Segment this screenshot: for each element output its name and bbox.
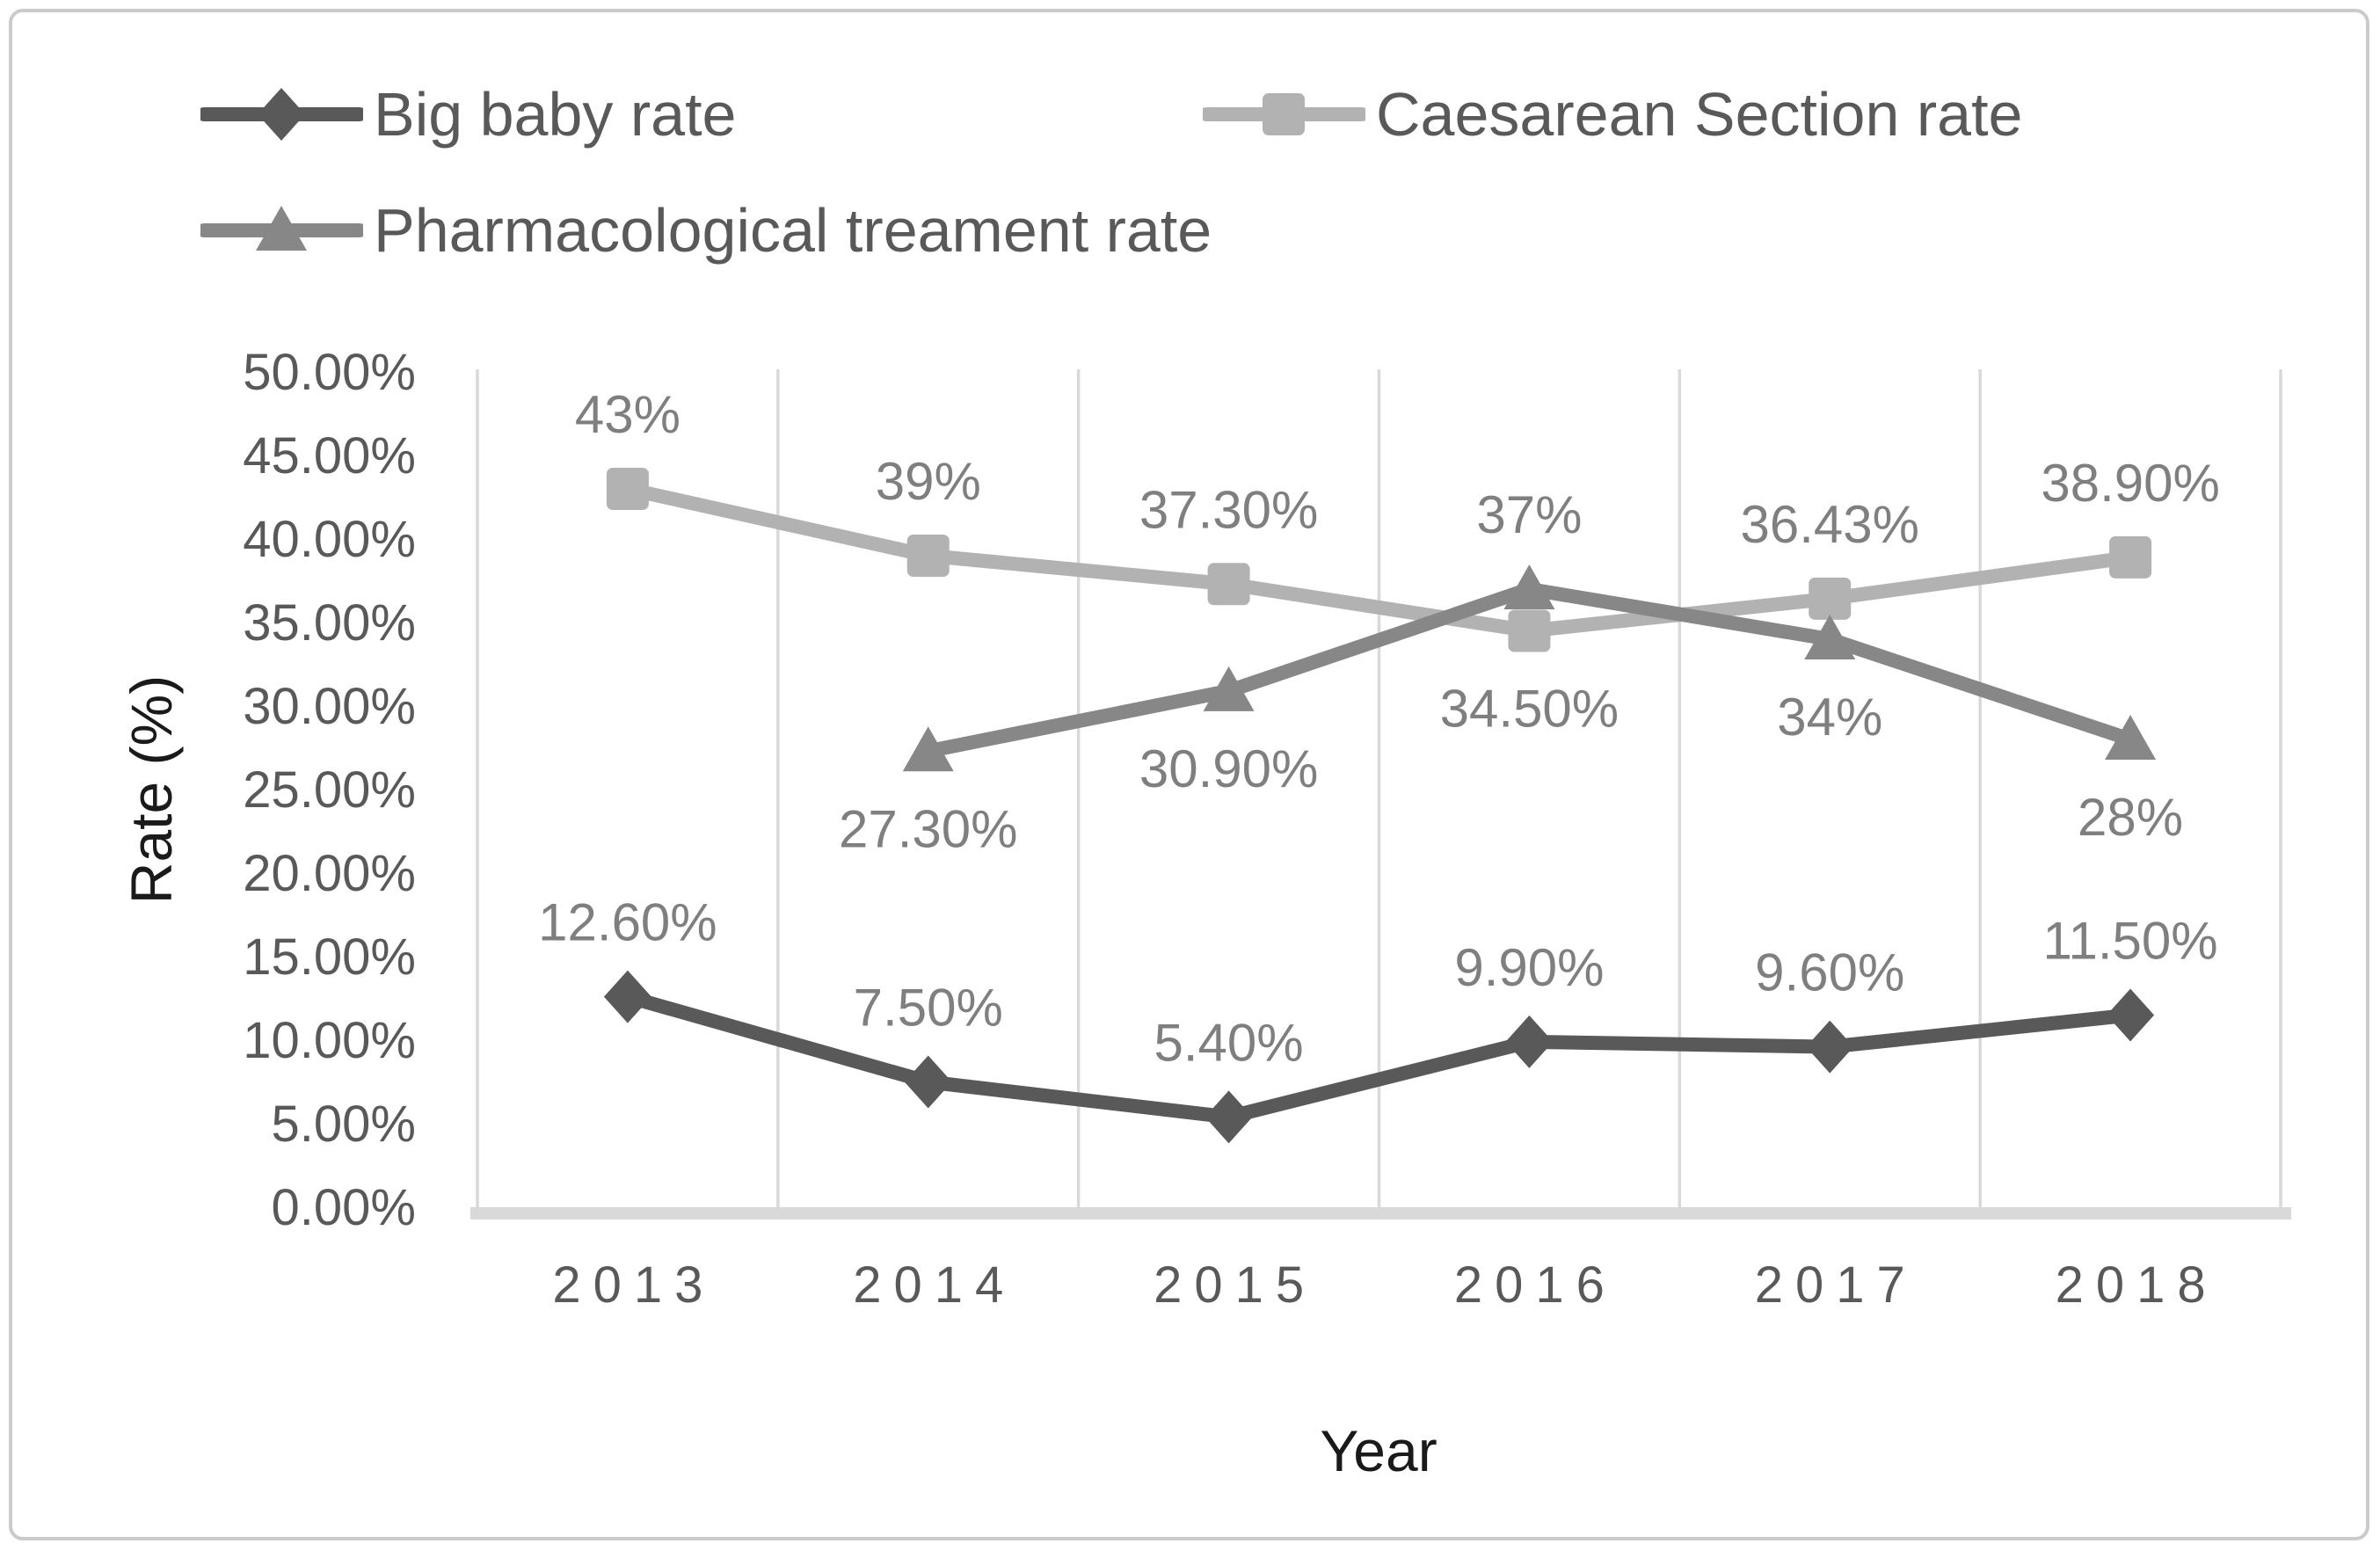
data-label: 37% bbox=[1476, 485, 1582, 544]
diamond-marker-icon bbox=[1806, 1020, 1854, 1074]
data-label: 28% bbox=[2078, 788, 2183, 847]
legend-key bbox=[1203, 93, 1365, 135]
legend-label: Pharmacological treament rate bbox=[374, 196, 1212, 265]
data-label: 27.30% bbox=[839, 799, 1018, 858]
data-label: 5.40% bbox=[1154, 1013, 1304, 1072]
triangle-marker-icon bbox=[256, 206, 307, 251]
square-marker-icon bbox=[2109, 535, 2152, 579]
triangle-marker-icon bbox=[1503, 564, 1555, 609]
data-label: 37.30% bbox=[1139, 480, 1319, 539]
square-marker-icon bbox=[1508, 609, 1551, 652]
x-tick-label: 2016 bbox=[1454, 1256, 1617, 1314]
data-label: 38.90% bbox=[2041, 454, 2220, 513]
data-label: 11.50% bbox=[2043, 912, 2218, 971]
data-label: 30.90% bbox=[1139, 739, 1319, 798]
y-tick-label: 50.00% bbox=[243, 344, 416, 401]
square-marker-icon bbox=[1207, 563, 1250, 606]
data-label: 34.50% bbox=[1440, 680, 1619, 739]
legend-label: Caesarean Section rate bbox=[1376, 80, 2023, 149]
square-marker-icon bbox=[606, 468, 649, 510]
data-label: 34% bbox=[1777, 688, 1882, 746]
square-marker-icon bbox=[1809, 577, 1852, 620]
legend-label: Big baby rate bbox=[374, 80, 737, 149]
legend-item-1: Caesarean Section rate bbox=[1203, 66, 2022, 163]
y-tick-label: 25.00% bbox=[243, 761, 416, 819]
x-tick-label: 2013 bbox=[552, 1256, 715, 1314]
series-line-1 bbox=[620, 482, 2138, 638]
x-tick-label: 2015 bbox=[1154, 1256, 1316, 1314]
y-tick-label: 5.00% bbox=[272, 1096, 416, 1153]
x-tick-label: 2014 bbox=[853, 1256, 1015, 1314]
y-tick-label: 40.00% bbox=[243, 511, 416, 568]
legend-key bbox=[200, 206, 363, 251]
y-tick-label: 15.00% bbox=[243, 928, 416, 986]
data-label: 36.43% bbox=[1741, 495, 1920, 554]
y-tick-label: 0.00% bbox=[272, 1179, 416, 1236]
diamond-marker-icon bbox=[258, 88, 305, 141]
y-tick-label: 30.00% bbox=[243, 678, 416, 735]
x-axis-title: Year bbox=[1320, 1418, 1437, 1483]
diamond-marker-icon bbox=[904, 1055, 952, 1109]
x-tick-label: 2018 bbox=[2056, 1256, 2218, 1314]
square-marker-icon bbox=[1263, 93, 1305, 135]
y-tick-label: 20.00% bbox=[243, 845, 416, 902]
data-label: 9.90% bbox=[1454, 938, 1604, 997]
triangle-marker-icon bbox=[902, 726, 954, 772]
diamond-marker-icon bbox=[1205, 1090, 1253, 1144]
y-tick-label: 35.00% bbox=[243, 594, 416, 652]
data-label: 12.60% bbox=[538, 893, 717, 952]
data-label: 43% bbox=[575, 385, 681, 444]
y-axis-title: Rate (%) bbox=[119, 674, 184, 905]
diamond-marker-icon bbox=[603, 970, 651, 1023]
square-marker-icon bbox=[906, 535, 950, 577]
triangle-marker-icon bbox=[1203, 666, 1255, 711]
x-axis-line bbox=[470, 1207, 2291, 1220]
data-label: 39% bbox=[876, 452, 981, 511]
y-tick-label: 45.00% bbox=[243, 427, 416, 484]
diamond-marker-icon bbox=[2107, 988, 2155, 1042]
legend-item-2: Pharmacological treament rate bbox=[200, 182, 1212, 279]
diamond-marker-icon bbox=[1505, 1015, 1554, 1068]
data-label: 9.60% bbox=[1755, 943, 1904, 1002]
legend-item-0: Big baby rate bbox=[200, 66, 736, 163]
legend-key bbox=[200, 88, 363, 141]
triangle-marker-icon bbox=[1804, 615, 1856, 659]
y-tick-label: 10.00% bbox=[243, 1012, 416, 1069]
triangle-marker-icon bbox=[2105, 715, 2157, 760]
data-label: 7.50% bbox=[854, 979, 1003, 1038]
series-line-0 bbox=[620, 989, 2138, 1125]
x-tick-label: 2017 bbox=[1755, 1256, 1918, 1314]
